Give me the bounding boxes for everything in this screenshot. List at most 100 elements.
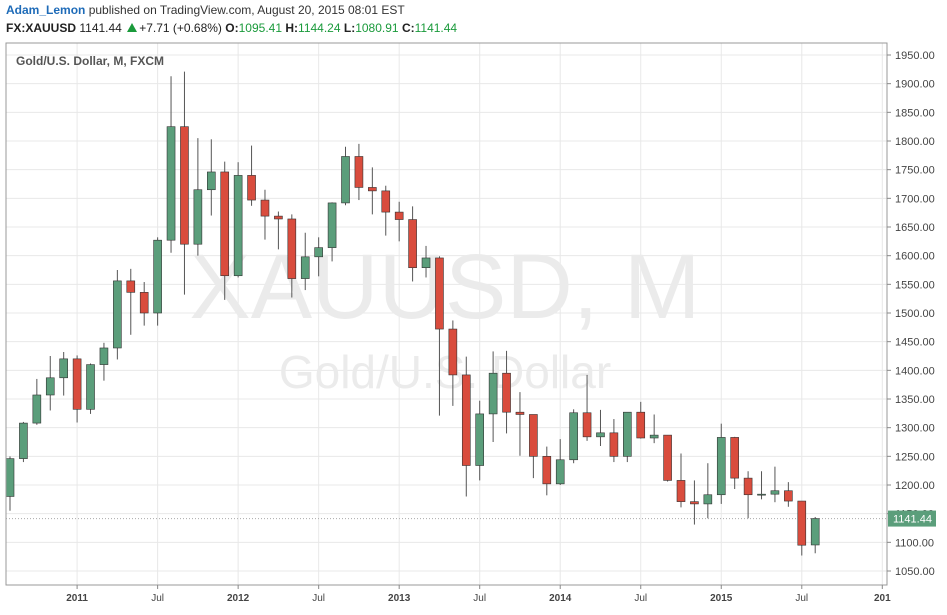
y-axis: 1050.001100.001150.001200.001250.001300.…: [887, 50, 936, 578]
author-link[interactable]: Adam_Lemon: [6, 3, 86, 17]
close-label: C:: [401, 21, 415, 35]
symbol-name: FX:XAUUSD: [6, 21, 77, 35]
candle: [690, 480, 699, 525]
candle: [153, 237, 162, 326]
candle: [716, 423, 726, 504]
candle-body: [32, 394, 42, 424]
candle: [166, 76, 176, 253]
published-text: published on TradingView.com, August 20,…: [88, 3, 405, 17]
candle-body: [810, 518, 820, 546]
chart-title: Gold/U.S. Dollar, M, FXCM: [16, 54, 164, 68]
candle: [408, 206, 417, 282]
candle: [555, 439, 565, 485]
candle: [394, 201, 404, 242]
candle: [784, 482, 793, 507]
candle-body: [784, 490, 793, 502]
y-tick-label: 1900.00: [895, 79, 935, 91]
candle-body: [368, 187, 377, 192]
y-tick-label: 1300.00: [895, 423, 935, 435]
open-value: 1095.41: [238, 21, 283, 35]
candle-body: [354, 156, 364, 188]
candle-body: [569, 412, 578, 461]
candle-body: [663, 434, 672, 481]
candle-body: [166, 126, 176, 241]
x-tick-label: 2014: [549, 593, 572, 604]
candle: [233, 162, 243, 278]
candle: [542, 446, 552, 496]
candle: [730, 436, 739, 490]
y-tick-label: 1250.00: [895, 451, 935, 463]
last-price-tag-bg: [888, 510, 936, 527]
candle-body: [555, 459, 565, 485]
plot-frame: [5, 42, 888, 586]
candle-body: [180, 126, 189, 245]
watermark: XAUUSD, M Gold/U.S. Dollar: [189, 236, 700, 398]
candle-body: [5, 458, 15, 497]
candle-body: [99, 347, 109, 365]
candle: [300, 232, 310, 291]
candle-body: [515, 411, 525, 415]
candle: [569, 409, 578, 464]
candle-body: [193, 189, 203, 245]
candle-body: [743, 477, 753, 496]
candle-body: [153, 239, 162, 314]
last-price: 1141.44: [79, 21, 122, 35]
candle-body: [623, 411, 632, 457]
candles: [5, 71, 820, 556]
y-tick-label: 1600.00: [895, 251, 935, 263]
candle-body: [381, 190, 391, 213]
candle: [649, 414, 659, 444]
candle-body: [542, 456, 552, 485]
candle-body: [59, 358, 68, 379]
high-label: H:: [285, 21, 299, 35]
x-tick-label: Jul: [795, 593, 808, 604]
candle: [126, 268, 136, 335]
candle-body: [797, 500, 807, 546]
publish-line: Adam_Lemon published on TradingView.com,…: [6, 3, 405, 17]
candle-body: [582, 412, 592, 438]
x-tick-label: 2013: [388, 593, 411, 604]
last-price-tag: 1141.44: [888, 510, 936, 527]
candle-body: [287, 218, 297, 279]
candle: [32, 378, 42, 425]
candle-body: [690, 501, 699, 505]
candle: [327, 202, 337, 262]
candle-body: [757, 493, 766, 496]
candle: [354, 143, 364, 201]
y-tick-label: 1500.00: [895, 308, 935, 320]
candle: [180, 71, 189, 295]
y-tick-label: 1400.00: [895, 365, 935, 377]
y-tick-label: 1650.00: [895, 222, 935, 234]
candle-body: [113, 280, 122, 349]
close-value: 1141.44: [414, 21, 458, 35]
candle: [139, 282, 149, 326]
up-arrow-icon: [127, 23, 138, 32]
symbol-line: FX:XAUUSD 1141.44 +7.71 (+0.68%) O:1095.…: [6, 21, 457, 35]
candle-body: [730, 437, 739, 479]
y-tick-label: 1350.00: [895, 394, 935, 406]
candle-body: [596, 432, 605, 438]
watermark-symbol: XAUUSD, M: [189, 236, 700, 338]
candle-body: [233, 175, 243, 277]
candle-body: [475, 413, 485, 466]
candle-body: [341, 156, 350, 204]
y-tick-label: 1850.00: [895, 107, 935, 119]
x-tick-label: Jul: [151, 593, 164, 604]
candle: [99, 342, 109, 381]
x-tick-label: 2011: [66, 593, 88, 604]
candle-body: [72, 358, 82, 410]
x-tick-label: Jul: [634, 593, 647, 604]
candle-body: [139, 292, 149, 314]
candle: [72, 355, 82, 423]
low-label: L:: [343, 21, 356, 35]
candle: [207, 139, 216, 216]
candle: [421, 245, 431, 278]
high-value: 1144.24: [298, 21, 341, 35]
candle: [757, 471, 766, 500]
candle-body: [461, 374, 471, 466]
plot-border: [5, 42, 888, 586]
candle: [663, 434, 672, 482]
candle: [19, 421, 28, 463]
y-tick-label: 1750.00: [895, 165, 935, 177]
